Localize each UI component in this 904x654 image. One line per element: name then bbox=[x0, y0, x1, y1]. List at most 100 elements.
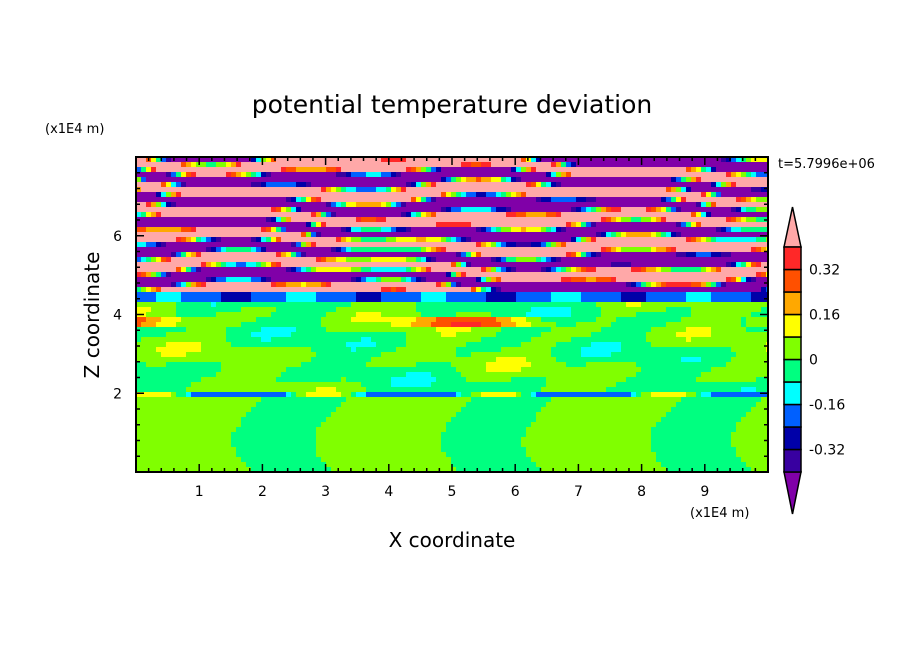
contour-cell bbox=[201, 237, 207, 243]
contour-cell bbox=[276, 377, 342, 383]
contour-cell bbox=[531, 182, 537, 188]
contour-cell bbox=[421, 197, 427, 203]
contour-cell bbox=[531, 322, 557, 328]
contour-cell bbox=[371, 337, 407, 343]
contour-cell bbox=[541, 197, 552, 203]
contour-cell bbox=[416, 212, 422, 218]
contour-cell bbox=[481, 287, 487, 293]
contour-cell bbox=[726, 262, 732, 268]
contour-cell bbox=[161, 272, 167, 278]
contour-cell bbox=[406, 257, 417, 263]
contour-cell bbox=[606, 217, 612, 223]
contour-cell bbox=[676, 402, 757, 408]
contour-cell bbox=[331, 412, 457, 418]
chart-title: potential temperature deviation bbox=[252, 90, 652, 119]
contour-cell bbox=[761, 187, 768, 193]
contour-cell bbox=[256, 172, 262, 178]
contour-cell bbox=[181, 172, 187, 178]
contour-cell bbox=[256, 157, 262, 163]
contour-cell bbox=[211, 247, 217, 253]
contour-cell bbox=[176, 302, 212, 308]
contour-cell bbox=[136, 217, 267, 223]
contour-cell bbox=[291, 242, 297, 248]
contour-cell bbox=[731, 262, 737, 268]
contour-cell bbox=[666, 232, 672, 238]
contour-cell bbox=[461, 177, 467, 183]
contour-cell bbox=[426, 197, 432, 203]
contour-cell bbox=[286, 367, 457, 373]
contour-cell bbox=[456, 312, 492, 318]
contour-cell bbox=[351, 347, 357, 353]
contour-cell bbox=[561, 212, 692, 218]
contour-cell bbox=[186, 182, 252, 188]
contour-cell bbox=[316, 222, 322, 228]
contour-cell bbox=[746, 197, 752, 203]
contour-cell bbox=[411, 322, 432, 328]
contour-cell bbox=[566, 172, 572, 178]
contour-cell bbox=[351, 227, 362, 233]
contour-cell bbox=[561, 172, 567, 178]
contour-cell bbox=[481, 322, 502, 328]
contour-cell bbox=[736, 452, 768, 458]
contour-cell bbox=[146, 312, 177, 318]
contour-cell bbox=[136, 317, 147, 323]
contour-cell bbox=[181, 317, 257, 323]
contour-cell bbox=[346, 237, 352, 243]
contour-cell bbox=[756, 277, 768, 283]
contour-cell bbox=[406, 227, 412, 233]
contour-cell bbox=[196, 252, 202, 258]
contour-cell bbox=[701, 212, 707, 218]
contour-cell bbox=[281, 372, 407, 378]
contour-cell bbox=[701, 237, 707, 243]
contour-cell bbox=[616, 317, 682, 323]
contour-cell bbox=[421, 267, 427, 273]
contour-cell bbox=[731, 442, 768, 448]
contour-cell bbox=[611, 322, 667, 328]
contour-cell bbox=[711, 332, 768, 338]
contour-cell bbox=[176, 252, 182, 258]
contour-cell bbox=[511, 227, 522, 233]
contour-cell bbox=[586, 277, 597, 283]
contour-cell bbox=[136, 377, 202, 383]
contour-cell bbox=[491, 162, 552, 168]
contour-cell bbox=[711, 327, 747, 333]
contour-cell bbox=[161, 242, 167, 248]
contour-cell bbox=[746, 322, 768, 328]
contour-cell bbox=[551, 182, 557, 188]
contour-cell bbox=[581, 222, 587, 228]
y-unit-label: (x1E4 m) bbox=[45, 122, 104, 137]
contour-cell bbox=[521, 437, 652, 443]
axis-ticks bbox=[136, 157, 769, 472]
contour-cell bbox=[456, 347, 502, 353]
contour-cell bbox=[581, 292, 622, 298]
contour-cell bbox=[601, 252, 677, 258]
contour-cell bbox=[651, 442, 732, 448]
contour-cell bbox=[146, 227, 182, 233]
contour-cell bbox=[736, 262, 742, 268]
contour-cell bbox=[561, 257, 768, 263]
contour-cell bbox=[751, 407, 768, 413]
contour-cell bbox=[496, 227, 502, 233]
contour-cell bbox=[546, 402, 677, 408]
contour-cell bbox=[596, 222, 677, 228]
contour-cell bbox=[401, 202, 407, 208]
contour-cell bbox=[296, 182, 307, 188]
contour-cell bbox=[746, 412, 768, 418]
contour-cell bbox=[136, 422, 242, 428]
contour-cell bbox=[201, 342, 232, 348]
contour-cell bbox=[176, 172, 182, 178]
contour-cell bbox=[356, 277, 362, 283]
contour-cell bbox=[671, 407, 752, 413]
contour-cell bbox=[156, 257, 162, 263]
contour-cell bbox=[516, 192, 522, 198]
contour-cell bbox=[526, 357, 557, 363]
contour-cell bbox=[471, 397, 552, 403]
contour-cell bbox=[146, 177, 442, 183]
contour-cell bbox=[581, 207, 587, 213]
contour-cell bbox=[466, 237, 472, 243]
contour-cell bbox=[306, 252, 457, 258]
contour-cell bbox=[456, 467, 542, 473]
contour-cell bbox=[491, 177, 502, 183]
contour-cell bbox=[656, 247, 667, 253]
contour-cell bbox=[741, 157, 747, 163]
